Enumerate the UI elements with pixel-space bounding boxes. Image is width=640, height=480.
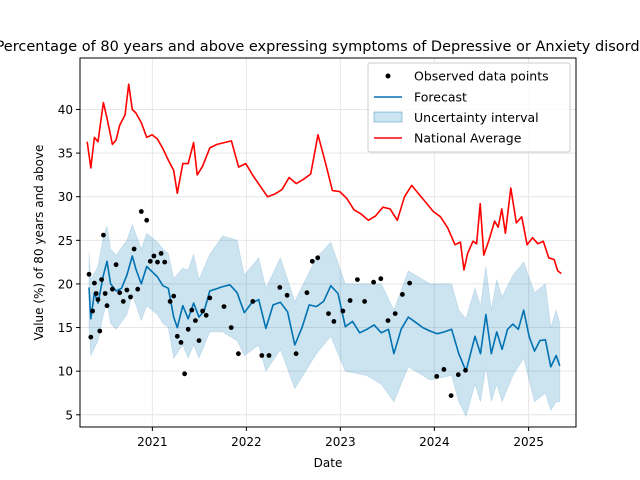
observed-point	[124, 287, 130, 293]
legend-observed-marker	[385, 73, 391, 79]
observed-point	[171, 293, 177, 299]
observed-point	[178, 340, 184, 345]
observed-point	[113, 262, 119, 268]
observed-point	[196, 338, 202, 343]
observed-point	[228, 325, 234, 330]
legend-interval-swatch	[373, 111, 403, 123]
observed-point	[90, 308, 95, 314]
observed-point	[362, 299, 367, 304]
observed-point	[284, 292, 290, 298]
legend-national-label: National Average	[414, 131, 522, 146]
observed-point	[99, 277, 104, 282]
observed-point	[117, 290, 123, 296]
observed-point	[88, 334, 94, 340]
observed-point	[448, 393, 454, 398]
x-tick-label: 2022	[231, 435, 262, 449]
observed-point	[463, 367, 468, 373]
observed-point	[259, 353, 265, 358]
observed-point	[86, 271, 92, 277]
observed-point	[441, 367, 447, 372]
x-tick-label: 2024	[419, 435, 450, 449]
observed-point	[355, 277, 360, 282]
y-tick-label: 25	[58, 234, 73, 248]
observed-point	[326, 311, 331, 316]
legend: Observed data points Forecast Uncertaint…	[367, 62, 571, 153]
observed-point	[131, 246, 137, 252]
observed-point	[158, 251, 164, 256]
observed-point	[104, 303, 110, 309]
y-tick-label: 30	[58, 190, 73, 204]
observed-point	[347, 298, 353, 303]
observed-point	[138, 209, 144, 214]
observed-point	[135, 286, 141, 292]
x-tick-label: 2023	[325, 435, 356, 449]
observed-point	[221, 304, 227, 309]
forecast-line	[88, 255, 561, 372]
observed-point	[340, 308, 346, 314]
y-tick-label: 40	[58, 103, 73, 117]
observed-point	[155, 259, 160, 265]
observed-point	[174, 333, 180, 339]
observed-point	[309, 258, 315, 264]
observed-point	[378, 276, 384, 282]
observed-point	[92, 280, 97, 286]
observed-point	[128, 294, 133, 300]
legend-forecast-label: Forecast	[414, 90, 467, 105]
observed-point	[207, 295, 213, 301]
chart-title: Percentage of 80 years and above express…	[0, 39, 640, 55]
observed-point	[151, 253, 157, 259]
national-average-line	[86, 83, 562, 275]
observed-point	[455, 372, 461, 378]
observed-point	[400, 292, 405, 297]
observed-point	[293, 351, 299, 357]
observed-point	[315, 255, 321, 261]
x-tick-label: 2021	[137, 435, 168, 449]
observed-point	[101, 232, 106, 238]
observed-point	[97, 328, 103, 334]
observed-point	[250, 299, 256, 304]
y-tick-label: 20	[58, 277, 73, 291]
observed-point	[407, 280, 412, 286]
observed-point	[304, 290, 310, 296]
observed-point	[120, 299, 126, 304]
y-tick-label: 5	[65, 408, 73, 422]
observed-point	[203, 312, 209, 318]
observed-point	[167, 299, 173, 304]
x-axis-label: Date	[314, 456, 343, 470]
line-layer	[86, 83, 562, 372]
observed-point	[162, 259, 168, 265]
observed-point	[392, 311, 398, 316]
observed-point	[182, 371, 188, 377]
observed-point-layer	[86, 209, 468, 398]
legend-interval-label: Uncertainty interval	[414, 110, 539, 125]
observed-point	[185, 326, 191, 332]
observed-point	[144, 217, 150, 223]
observed-point	[236, 351, 241, 357]
observed-point	[95, 297, 101, 302]
x-tick-label: 2025	[513, 435, 544, 449]
y-tick-label: 15	[58, 321, 73, 335]
observed-point	[110, 286, 115, 292]
legend-frame	[367, 62, 571, 153]
observed-point	[331, 319, 337, 324]
observed-point	[266, 353, 272, 358]
y-axis-label: Value (%) of 80 years and above	[32, 145, 46, 341]
observed-point	[189, 307, 195, 313]
observed-point	[102, 291, 108, 296]
observed-point	[434, 374, 440, 379]
observed-point	[93, 291, 99, 296]
observed-point	[277, 285, 283, 290]
observed-point	[193, 318, 198, 323]
observed-point	[385, 318, 391, 323]
y-tick-label: 35	[58, 147, 73, 161]
observed-point	[147, 258, 153, 264]
plot-frame	[79, 57, 577, 428]
legend-observed-label: Observed data points	[414, 69, 549, 84]
y-tick-label: 10	[58, 365, 73, 379]
observed-point	[200, 308, 206, 314]
observed-point	[371, 279, 376, 285]
